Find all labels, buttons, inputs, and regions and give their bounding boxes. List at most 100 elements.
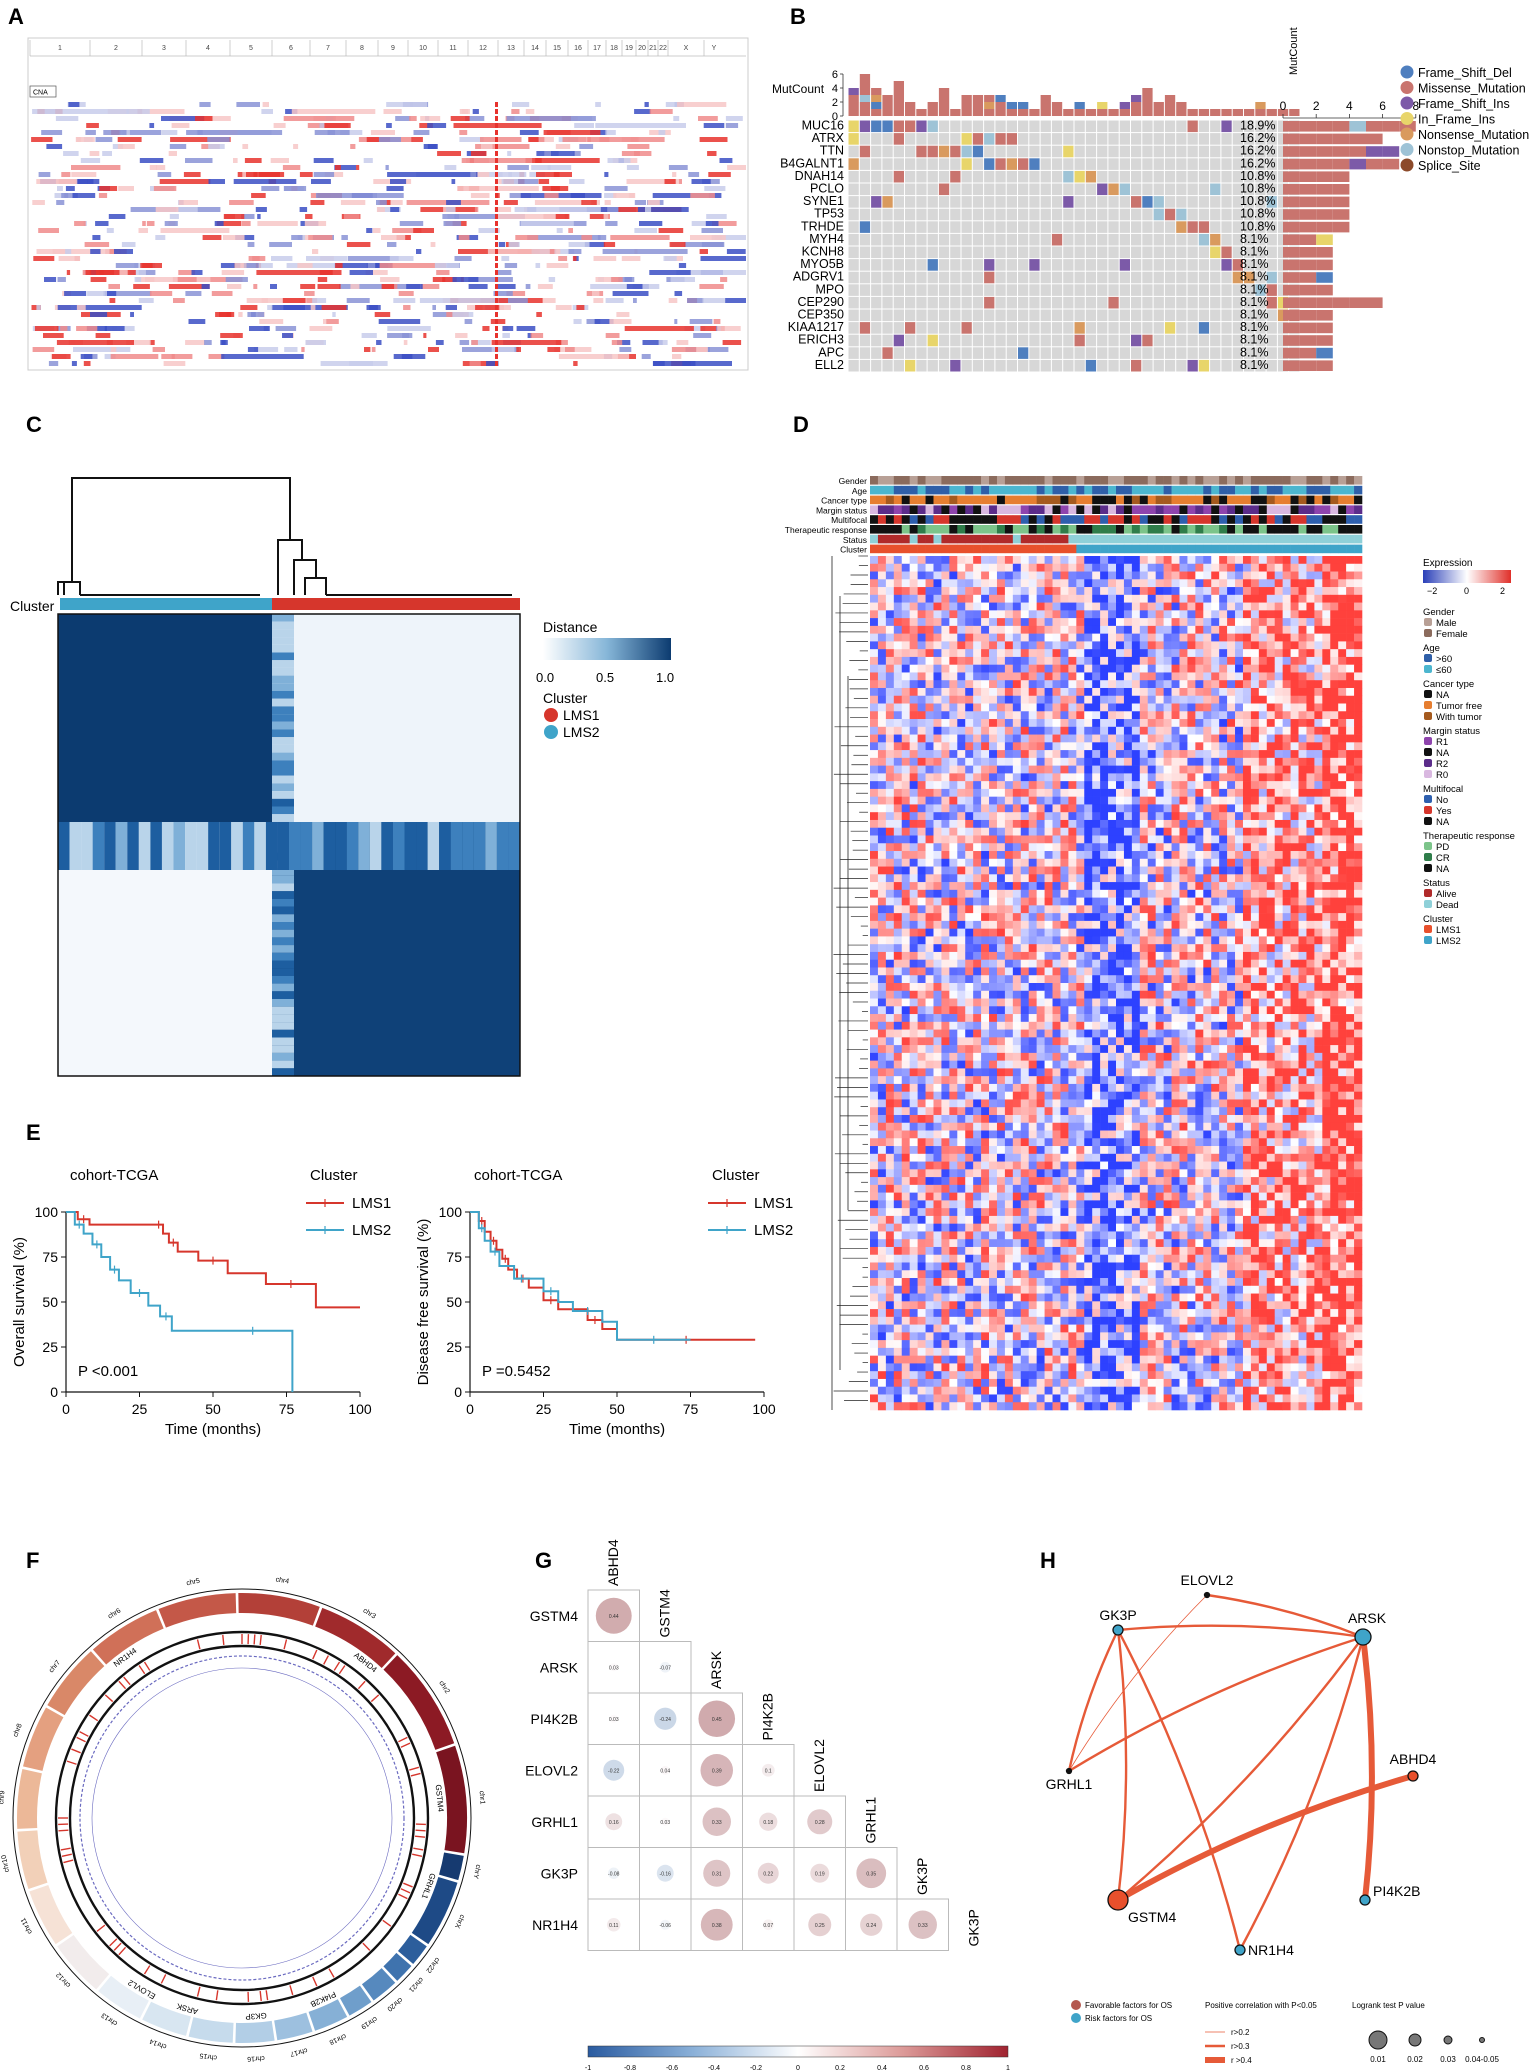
expression-cell <box>917 827 926 836</box>
expression-cell <box>1131 796 1141 805</box>
mutation-cell <box>893 120 904 133</box>
mutation-cell <box>1131 334 1142 347</box>
expression-cell <box>933 742 942 751</box>
track-cell <box>1322 544 1331 554</box>
expression-cell <box>1179 618 1188 627</box>
expression-cell <box>1108 750 1117 759</box>
expression-cell <box>870 734 879 743</box>
expression-cell <box>1100 587 1109 596</box>
expression-cell <box>1314 656 1323 665</box>
expression-cell <box>1195 641 1204 650</box>
expression-cell <box>1139 633 1149 642</box>
expression-cell <box>949 656 958 665</box>
track-cell <box>877 515 887 524</box>
expression-cell <box>1020 656 1030 665</box>
mutation-cell <box>950 221 961 233</box>
expression-cell <box>1076 765 1085 774</box>
transition-cell <box>272 875 294 884</box>
track-cell <box>1203 495 1212 505</box>
track-cell <box>1147 515 1156 524</box>
expression-cell <box>1354 633 1363 642</box>
cna-segment <box>161 130 178 135</box>
expression-cell <box>1203 742 1212 751</box>
track-cell <box>1258 544 1268 554</box>
cna-segment <box>385 165 389 170</box>
mutation-cell <box>882 309 893 322</box>
expression-cell <box>1314 711 1323 720</box>
expression-cell <box>877 602 887 611</box>
expression-cell <box>1100 672 1109 681</box>
mutation-cell <box>1108 334 1119 347</box>
track-cell <box>1036 515 1045 524</box>
track-cell <box>1187 515 1196 524</box>
expression-cell <box>1298 649 1307 658</box>
track-cell <box>1108 525 1117 534</box>
track-cell <box>941 485 950 495</box>
track-cell <box>1258 485 1268 495</box>
expression-cell <box>1250 812 1260 821</box>
track-cell <box>1139 505 1149 514</box>
legend-dot-nonstop_mutation <box>1400 143 1414 156</box>
expression-cell <box>1227 781 1236 790</box>
cna-box <box>29 85 57 98</box>
expression-cell <box>1314 781 1323 790</box>
mutation-cell <box>1131 145 1142 158</box>
mutation-cell <box>905 359 916 372</box>
cna-segment <box>480 137 522 142</box>
expression-cell <box>965 719 974 728</box>
gene-label-myo5b: MYO5B <box>800 257 844 271</box>
cna-segment <box>381 284 395 289</box>
expression-cell <box>1354 587 1363 596</box>
cna-segment <box>44 109 129 114</box>
mutation-cell <box>1153 233 1164 246</box>
cna-segment <box>109 298 116 303</box>
mutation-cell <box>938 196 950 208</box>
expression-cell <box>989 703 998 712</box>
mutation-cell <box>984 170 995 183</box>
lms1-legend-label: LMS1 <box>563 707 600 723</box>
expression-cell <box>1314 563 1323 572</box>
expression-cell <box>1338 579 1347 588</box>
expression-cell <box>1100 788 1109 797</box>
mutation-cell <box>950 359 961 372</box>
expression-cell <box>1004 742 1014 751</box>
transition-cell <box>272 1037 294 1046</box>
expression-cell <box>1179 788 1188 797</box>
cna-segment <box>380 277 400 282</box>
expression-cell <box>989 843 998 852</box>
expression-cell <box>1139 656 1149 665</box>
expression-cell <box>1250 664 1260 673</box>
expression-cell <box>1235 734 1244 743</box>
expression-cell <box>1258 687 1268 697</box>
cna-segment <box>668 298 678 303</box>
mutation-cell <box>905 347 916 359</box>
expression-cell <box>1123 827 1133 836</box>
expression-cell <box>1131 602 1141 611</box>
expression-cell <box>870 843 879 852</box>
expression-cell <box>1250 827 1260 836</box>
cna-segment <box>381 235 406 240</box>
expression-cell <box>1298 827 1307 836</box>
cna-segment <box>672 354 682 359</box>
cna-segment <box>647 200 660 205</box>
expression-cell <box>1266 664 1276 673</box>
mutation-cell <box>995 145 1006 158</box>
expression-cell <box>917 641 926 650</box>
expression-cell <box>1100 656 1109 665</box>
expression-cell <box>877 571 887 580</box>
expression-cell <box>1298 719 1307 728</box>
transition-cell <box>272 760 294 768</box>
track-cell <box>870 495 879 505</box>
expression-cell <box>1044 773 1053 782</box>
mutation-cell <box>1029 233 1040 246</box>
mutation-cell <box>1097 246 1108 259</box>
expression-cell <box>1179 602 1188 611</box>
expression-cell <box>1116 625 1125 634</box>
track-cell <box>870 525 879 534</box>
expression-cell <box>1108 633 1117 642</box>
expression-cell <box>1116 556 1125 565</box>
expression-cell <box>1163 680 1172 689</box>
mutation-cell <box>1097 296 1108 309</box>
track-cell <box>1131 476 1141 485</box>
mutation-cell <box>1164 296 1176 309</box>
